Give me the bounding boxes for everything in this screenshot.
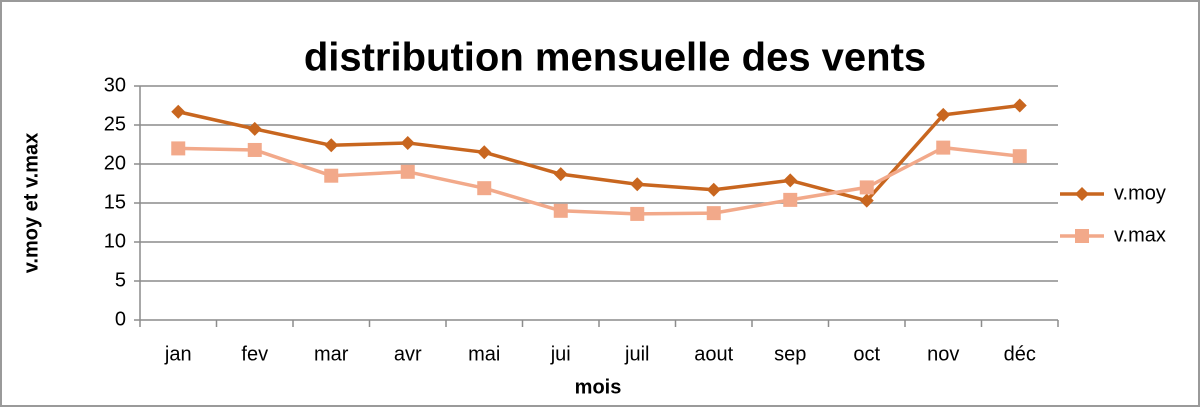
- y-tick-label: 20: [104, 152, 126, 174]
- x-tick-label: avr: [394, 343, 422, 365]
- x-tick-label: juil: [624, 343, 649, 365]
- data-point: [1012, 149, 1027, 164]
- data-point: [477, 181, 492, 196]
- y-tick-label: 5: [115, 269, 126, 291]
- series-line: [177, 103, 1020, 203]
- data-point: [324, 138, 339, 153]
- data-point: [1012, 98, 1027, 113]
- x-tick-label: jan: [164, 343, 192, 365]
- x-tick-label: mar: [314, 343, 349, 365]
- data-point: [477, 145, 492, 160]
- data-point: [706, 182, 721, 197]
- data-point: [630, 177, 645, 192]
- legend-marker: [1075, 229, 1089, 243]
- x-tick-label: aout: [694, 343, 733, 365]
- series-line: [178, 145, 1020, 216]
- x-tick-label: nov: [927, 343, 959, 365]
- data-point: [936, 140, 951, 155]
- data-point: [400, 135, 415, 150]
- x-tick-label: sep: [774, 343, 806, 365]
- data-point: [247, 121, 262, 136]
- data-point: [553, 203, 568, 218]
- y-axis-label: v.moy et v.max: [20, 133, 42, 273]
- data-point: [553, 167, 568, 182]
- y-tick-label: 15: [104, 191, 126, 213]
- x-tick-label: fev: [241, 343, 268, 365]
- legend-label: v.max: [1114, 224, 1166, 246]
- x-axis-label: mois: [575, 376, 622, 398]
- x-tick-label: jui: [550, 343, 571, 365]
- x-tick-label: mai: [468, 343, 500, 365]
- y-tick-label: 25: [104, 113, 126, 135]
- y-tick-label: 0: [115, 308, 126, 330]
- chart-title: distribution mensuelle des vents: [304, 36, 926, 80]
- data-point: [936, 107, 951, 122]
- data-point: [247, 142, 262, 157]
- data-point: [400, 164, 415, 179]
- data-point: [171, 104, 186, 119]
- data-point: [324, 168, 339, 183]
- data-point: [859, 180, 874, 195]
- data-point: [630, 206, 645, 221]
- y-tick-label: 30: [104, 74, 126, 96]
- data-point: [706, 206, 721, 221]
- legend-label: v.moy: [1114, 182, 1166, 204]
- data-point: [783, 192, 798, 207]
- data-point: [171, 141, 186, 156]
- legend-marker: [1075, 187, 1089, 201]
- data-point: [859, 193, 874, 208]
- y-tick-label: 10: [104, 230, 126, 252]
- data-point: [783, 173, 798, 188]
- x-tick-label: oct: [853, 343, 880, 365]
- x-tick-label: déc: [1004, 343, 1036, 365]
